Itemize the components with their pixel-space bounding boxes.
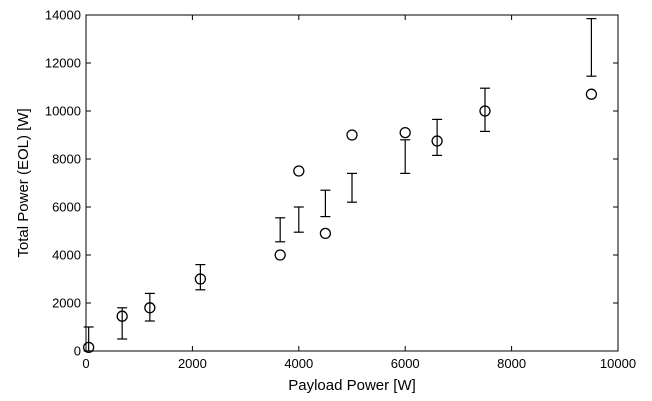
error-bar: [144, 292, 155, 322]
data-point: [83, 341, 95, 354]
y-tick-label: 8000: [52, 152, 81, 167]
y-tick-label: 14000: [45, 8, 81, 23]
data-point: [116, 310, 128, 322]
data-point: [479, 105, 491, 117]
x-tick-label: 6000: [391, 356, 420, 371]
error-bar: [586, 18, 597, 77]
error-bar: [400, 139, 411, 174]
error-bar: [293, 206, 304, 233]
x-axis-label: Payload Power [W]: [288, 377, 416, 394]
data-point: [346, 129, 358, 141]
error-bar: [275, 217, 286, 243]
data-point: [431, 135, 443, 147]
error-bar: [117, 307, 128, 340]
x-tick-label: 4000: [284, 356, 313, 371]
error-bar: [347, 172, 357, 203]
x-tick-label: 10000: [600, 356, 636, 371]
x-tick-label: 0: [82, 356, 89, 371]
error-bars: [83, 18, 597, 352]
error-bar: [83, 326, 94, 352]
y-tick-label: 6000: [52, 200, 81, 215]
error-bar: [320, 189, 331, 218]
y-tick-label: 10000: [45, 104, 81, 119]
data-points: [83, 88, 598, 354]
data-point: [274, 249, 286, 261]
data-point: [293, 165, 305, 177]
x-axis-ticks: 0 2000 4000 6000 8000 10000: [82, 15, 636, 371]
y-tick-label: 0: [74, 344, 81, 359]
x-tick-label: 8000: [497, 356, 526, 371]
plot-area-frame: [85, 14, 619, 352]
error-bar: [195, 264, 206, 291]
y-axis-label: Total Power (EOL) [W]: [15, 108, 32, 257]
error-bar: [480, 87, 490, 132]
error-bar: [432, 118, 443, 156]
data-point: [144, 302, 156, 314]
y-tick-label: 12000: [45, 56, 81, 71]
data-point: [585, 88, 598, 100]
data-point: [399, 126, 411, 139]
x-tick-label: 2000: [178, 356, 207, 371]
y-tick-label: 4000: [52, 248, 81, 263]
data-point: [319, 227, 332, 240]
y-axis-ticks: 0 2000 4000 6000 8000 10000 12000 14000: [45, 8, 618, 359]
data-point: [194, 273, 207, 285]
y-tick-label: 2000: [52, 296, 81, 311]
